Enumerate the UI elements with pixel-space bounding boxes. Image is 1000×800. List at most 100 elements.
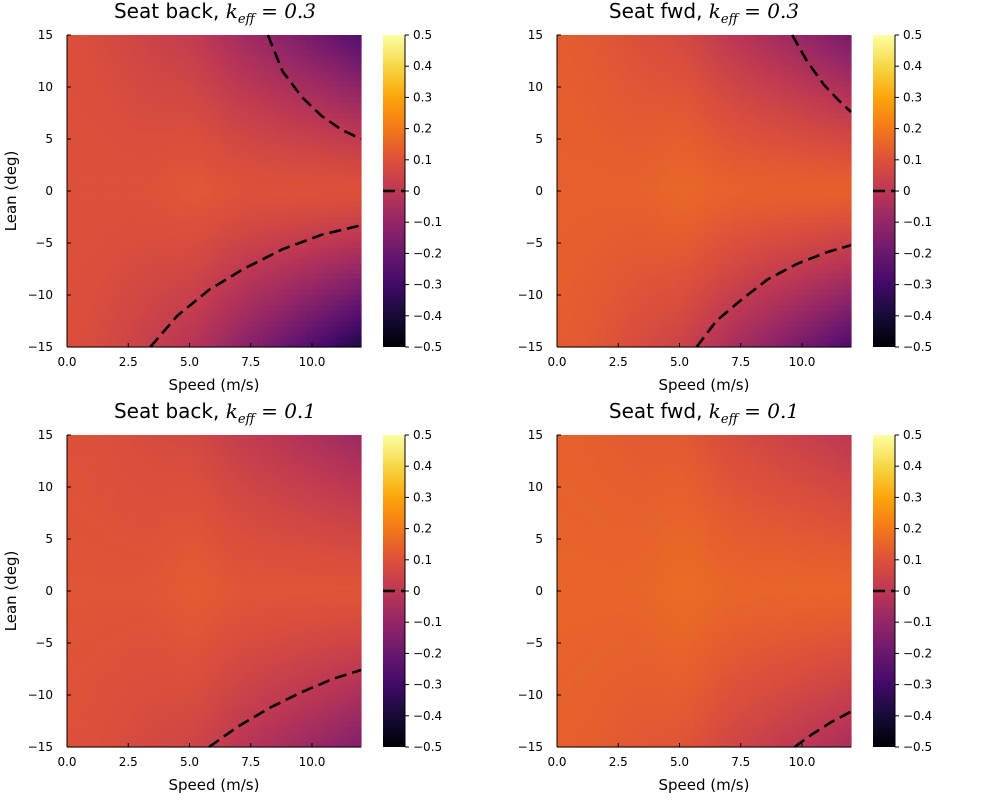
heatmap-cell xyxy=(71,61,78,67)
heatmap-cell xyxy=(194,154,200,161)
heatmap-cell xyxy=(96,97,102,104)
heatmap-cell xyxy=(204,45,210,52)
heatmap-cell xyxy=(557,55,563,62)
heatmap-cell xyxy=(581,289,587,296)
heatmap-cell xyxy=(581,40,587,46)
heatmap-cell xyxy=(160,258,166,265)
heatmap-cell xyxy=(165,92,171,98)
heatmap-cell xyxy=(184,154,191,161)
heatmap-cell xyxy=(267,201,274,208)
heatmap-cell xyxy=(596,154,602,161)
heatmap-cell xyxy=(356,45,362,52)
heatmap-cell xyxy=(267,144,274,150)
heatmap-cell xyxy=(312,185,318,192)
heatmap-cell xyxy=(292,206,298,213)
heatmap-cell xyxy=(140,237,146,244)
heatmap-cell xyxy=(571,66,578,72)
heatmap-cell xyxy=(209,144,215,150)
heatmap-cell xyxy=(586,232,592,239)
heatmap-cell xyxy=(238,133,244,140)
heatmap-cell xyxy=(218,315,225,322)
heatmap-cell xyxy=(664,81,671,88)
heatmap-cell xyxy=(302,248,308,254)
heatmap-cell xyxy=(194,201,200,208)
heatmap-cell xyxy=(302,222,308,228)
heatmap-cell xyxy=(111,336,117,343)
heatmap-cell xyxy=(571,81,578,88)
heatmap-cell xyxy=(233,123,240,130)
heatmap-cell xyxy=(174,76,181,83)
heatmap-cell xyxy=(321,295,328,301)
heatmap-cell xyxy=(635,331,641,338)
heatmap-cell xyxy=(610,315,617,322)
heatmap-cell xyxy=(635,321,641,327)
heatmap-cell xyxy=(576,253,583,260)
heatmap-cell xyxy=(557,123,563,130)
heatmap-cell xyxy=(169,180,176,187)
heatmap-cell xyxy=(586,128,592,135)
heatmap-cell xyxy=(561,107,568,114)
heatmap-cell xyxy=(184,35,191,41)
heatmap-cell xyxy=(238,248,244,254)
heatmap-cell xyxy=(312,40,318,46)
heatmap-cell xyxy=(302,196,308,202)
heatmap-cell xyxy=(111,113,117,119)
heatmap-cell xyxy=(576,35,583,41)
heatmap-cell xyxy=(287,113,293,119)
heatmap-cell xyxy=(655,180,661,187)
heatmap-cell xyxy=(91,128,97,135)
heatmap-cell xyxy=(76,81,83,88)
heatmap-cell xyxy=(297,81,303,88)
heatmap-cell xyxy=(625,258,632,265)
heatmap-cell xyxy=(184,144,191,150)
heatmap-cell xyxy=(630,35,636,41)
heatmap-cell xyxy=(243,159,249,166)
heatmap-cell xyxy=(341,180,347,187)
heatmap-cell xyxy=(155,128,161,135)
heatmap-cell xyxy=(140,331,146,338)
heatmap-cell xyxy=(596,35,602,41)
heatmap-cell xyxy=(130,222,137,228)
heatmap-cell xyxy=(620,336,627,343)
heatmap-cell xyxy=(307,310,313,317)
heatmap-cell xyxy=(346,206,352,213)
heatmap-cell xyxy=(610,305,617,312)
heatmap-cell xyxy=(223,76,230,83)
heatmap-cell xyxy=(655,128,661,135)
heatmap-cell xyxy=(174,113,181,119)
heatmap-cell xyxy=(645,118,651,124)
heatmap-cell xyxy=(106,201,112,208)
heatmap-cell xyxy=(106,243,112,249)
heatmap-cell xyxy=(253,97,259,104)
heatmap-cell xyxy=(101,71,107,78)
heatmap-cell xyxy=(165,154,171,161)
heatmap-cell xyxy=(351,243,357,249)
heatmap-cell xyxy=(312,279,318,286)
heatmap-cell xyxy=(610,300,617,306)
heatmap-cell xyxy=(615,40,622,46)
heatmap-cell xyxy=(91,133,97,140)
heatmap-cell xyxy=(150,300,156,306)
heatmap-cell xyxy=(566,274,573,280)
heatmap-cell xyxy=(620,232,627,239)
heatmap-cell xyxy=(596,159,602,166)
heatmap-cell xyxy=(615,175,622,182)
heatmap-cell xyxy=(204,92,210,98)
heatmap-cell xyxy=(130,66,137,72)
heatmap-cell xyxy=(331,92,338,98)
heatmap-cell xyxy=(71,201,78,208)
heatmap-cell xyxy=(576,196,583,202)
heatmap-cell xyxy=(356,201,362,208)
heatmap-cell xyxy=(67,76,73,83)
heatmap-cell xyxy=(557,269,563,275)
heatmap-cell xyxy=(184,170,191,176)
heatmap-cell xyxy=(351,196,357,202)
heatmap-cell xyxy=(218,35,225,41)
heatmap-cell xyxy=(635,128,641,135)
heatmap-cell xyxy=(650,196,656,202)
heatmap-cell xyxy=(610,248,617,254)
heatmap-cell xyxy=(282,97,289,104)
heatmap-cell xyxy=(253,107,259,114)
heatmap-cell xyxy=(331,206,338,213)
heatmap-cell xyxy=(610,159,617,166)
